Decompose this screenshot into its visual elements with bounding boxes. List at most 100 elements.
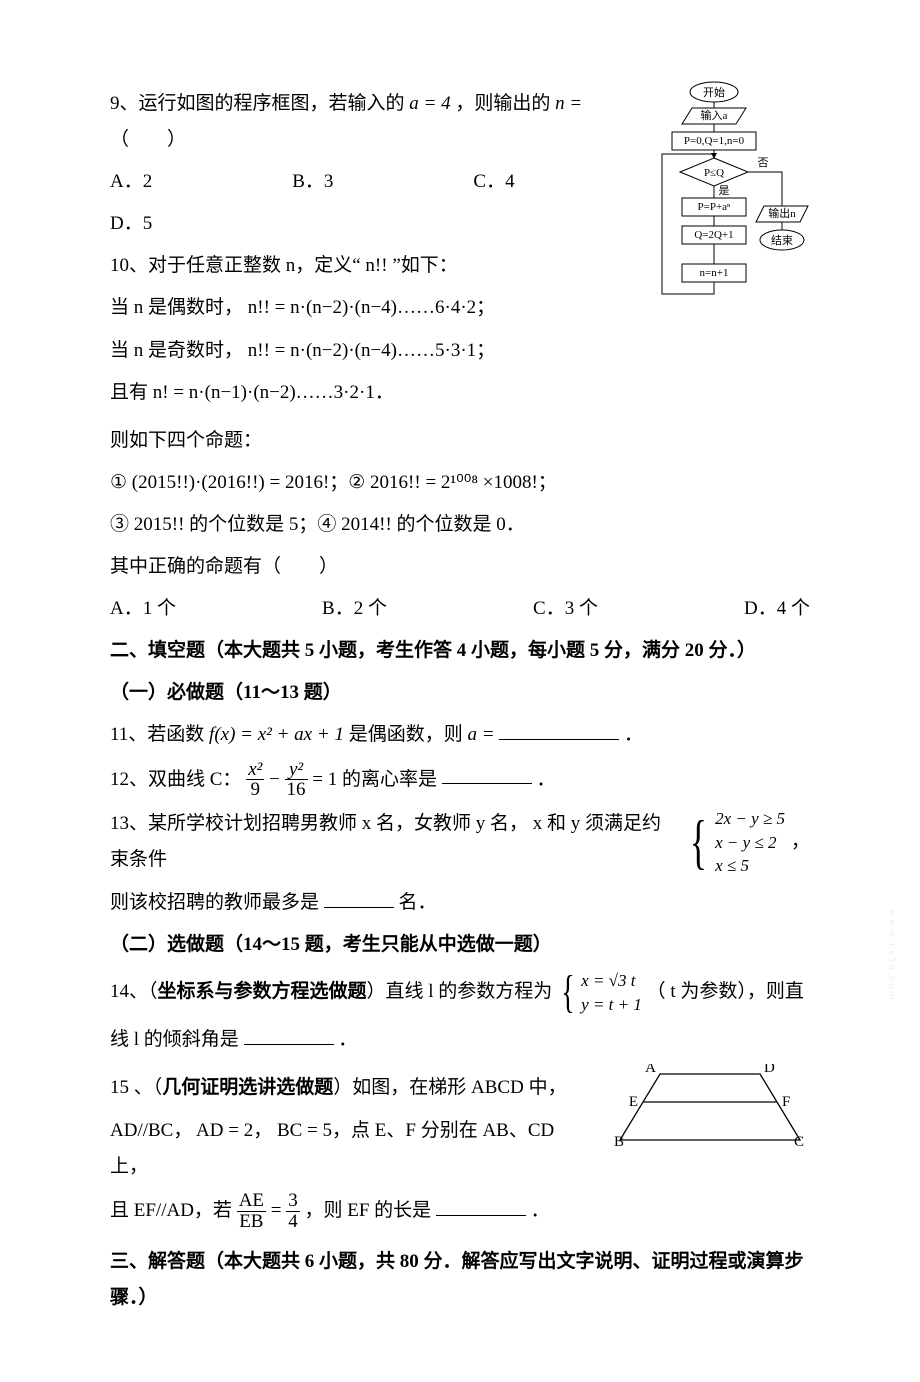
q10-options: A．1 个 B．2 个 C．3 个 D．4 个 [110,591,810,627]
q9-stem-pre: 9、运行如图的程序框图，若输入的 [110,93,409,114]
q15: 15 、（几何证明选讲选做题）如图，在梯形 ABCD 中， AD//BC， AD… [110,1064,810,1237]
q10-head: 10、对于任意正整数 n，定义“ n!! ”如下： [110,248,640,284]
q10-opt-d: D．4 个 [744,591,810,627]
q15-line3-mid: ，则 EF 的长是 [304,1200,431,1221]
fc-yes: 是 [719,184,730,197]
q13-system: { 2x − y ≥ 5 x − y ≤ 2 x ≤ 5 [684,807,785,878]
q13-l3: x ≤ 5 [715,854,785,878]
q15-frac-d: EB [237,1212,266,1232]
q9-options-row1: A．2 B．3 C．4 [110,164,640,200]
section2-sub1: （一）必做题（11～13 题） [110,675,810,711]
trap-B: B [614,1134,624,1150]
q11-pre: 11、若函数 [110,724,209,745]
q13-l1: 2x − y ≥ 5 [715,807,785,831]
fc-p: P=P+aⁿ [698,201,732,213]
q12-minus: − [269,768,284,789]
q13-text: 13、某所学校计划招聘男教师 x 名，女教师 y 名， x 和 y 须满足约束条… [110,806,678,878]
fc-end: 结束 [771,234,793,247]
section3-title: 三、解答题（本大题共 6 小题，共 80 分．解答应写出文字说明、证明过程或演算… [110,1244,810,1316]
q14-pre: 14、（ [110,981,158,1002]
q15-frac2-n: 3 [286,1191,300,1212]
q12-blank [442,764,532,784]
q10-opt-b: B．2 个 [322,591,387,627]
q12-tail: ． [537,768,556,789]
q13-line2-tail: 名． [399,892,437,913]
q9-stem-tail: （ ） [110,129,186,150]
q15-line2: AD//BC， AD = 2， BC = 5，点 E、F 分别在 AB、CD 上… [110,1113,590,1185]
q9-stem-post: ，则输出的 [455,93,555,114]
watermark: www.ks5u.com [881,909,902,1001]
q10-opt-a: A．1 个 [110,591,176,627]
q15-bold: 几何证明选讲选做题 [162,1077,333,1098]
q14-bold: 坐标系与参数方程选做题 [158,981,367,1002]
fc-cond: P≤Q [704,167,724,179]
q11-blank [499,720,619,740]
fc-no: 否 [758,157,769,169]
trapezoid-figure: A D E F B C [610,1064,810,1167]
fc-q: Q=2Q+1 [694,229,733,241]
q14-mid1: ）直线 l 的参数方程为 [367,981,558,1002]
q12: 12、双曲线 C： x² 9 − y² 16 = 1 的离心率是 ． [110,760,810,801]
q9-stem-mid: a = 4 [409,93,450,114]
q15-blank [436,1196,526,1216]
q15-frac2-d: 4 [286,1212,300,1232]
q13-comma: ， [791,824,810,860]
q9-stem-var: n = [555,93,582,114]
q9-stem: 9、运行如图的程序框图，若输入的 a = 4 ，则输出的 n = （ ） [110,86,640,158]
q12-frac2-n: y² [285,760,308,781]
q14-row2: 线 l 的倾斜角是 ． [110,1022,810,1058]
q11-mid: 是偶函数，则 [349,724,468,745]
q11-func: f(x) = x² + ax + 1 [209,724,344,745]
q14-line2: 线 l 的倾斜角是 [110,1029,239,1050]
section2-title: 二、填空题（本大题共 5 小题，考生作答 4 小题，每小题 5 分，满分 20 … [110,633,810,669]
q11-tail: ． [624,724,643,745]
trap-F: F [782,1094,790,1110]
trap-D: D [764,1064,775,1076]
q15-tail: ． [531,1200,550,1221]
q10-stmt2: ③ 2015!! 的个位数是 5；④ 2014!! 的个位数是 0． [110,507,810,543]
q10-q: 其中正确的命题有（ ） [110,549,810,585]
q13-l2: x − y ≤ 2 [715,831,785,855]
q15-pre: 15 、（ [110,1077,162,1098]
q15-mid1: ）如图，在梯形 ABCD 中， [333,1077,566,1098]
q12-frac2-d: 16 [285,780,308,800]
q14-blank [244,1025,334,1045]
q12-eq: = 1 的离心率是 [312,768,437,789]
trap-A: A [645,1064,656,1076]
q14-mid2: （ t 为参数），则直 [647,981,804,1002]
fc-start: 开始 [703,85,725,99]
q14-l2: y = t + 1 [581,993,642,1017]
q13-row1: 13、某所学校计划招聘男教师 x 名，女教师 y 名， x 和 y 须满足约束条… [110,806,810,878]
q9-opt-d: D．5 [110,206,640,242]
q10-stmt1: ① (2015!!)·(2016!!) = 2016!；② 2016!! = 2… [110,465,810,501]
q14-l1: x = √3 t [581,969,642,993]
q15-line3: 且 EF//AD，若 AE EB = 3 4 ，则 EF 的长是 ． [110,1191,590,1232]
flowchart-figure: 开始 输入a P=0,Q=1,n=0 P≤Q 否 是 P=P+aⁿ Q=2Q+1… [650,80,810,330]
q13-line2-pre: 则该校招聘的教师最多是 [110,892,319,913]
q14-system: { x = √3 t y = t + 1 [557,969,642,1017]
q10-odd: 当 n 是奇数时， n!! = n·(n−2)·(n−4)……5·3·1； [110,333,640,369]
q10-head-text: 10、对于任意正整数 n，定义“ n!! ”如下： [110,255,458,276]
q15-frac-n: AE [237,1191,266,1212]
q11-var: a = [467,724,494,745]
fc-init: P=0,Q=1,n=0 [684,135,745,147]
q13-row2: 则该校招聘的教师最多是 名． [110,885,810,921]
fc-n: n=n+1 [700,267,729,279]
q10-even: 当 n 是偶数时， n!! = n·(n−2)·(n−4)……6·4·2； [110,290,640,326]
q9-opt-b: B．3 [292,164,333,200]
fc-out: 输出n [768,206,796,220]
q9-opt-a: A．2 [110,164,152,200]
trap-E: E [629,1094,638,1110]
trap-C: C [794,1134,804,1150]
q10-then: 则如下四个命题： [110,423,810,459]
q15-line3-pre: 且 EF//AD，若 [110,1200,237,1221]
q12-frac1-n: x² [246,760,264,781]
q9-opt-c: C．4 [473,164,514,200]
q12-pre: 12、双曲线 C： [110,768,241,789]
section2-sub2: （二）选做题（14～15 题，考生只能从中选做一题） [110,927,810,963]
q10-fact: 且有 n! = n·(n−1)·(n−2)……3·2·1． [110,375,640,411]
q13-blank [324,888,394,908]
fc-input: 输入a [701,108,728,122]
q14-row1: 14、（坐标系与参数方程选做题）直线 l 的参数方程为 { x = √3 t y… [110,969,810,1017]
q10-opt-c: C．3 个 [533,591,598,627]
